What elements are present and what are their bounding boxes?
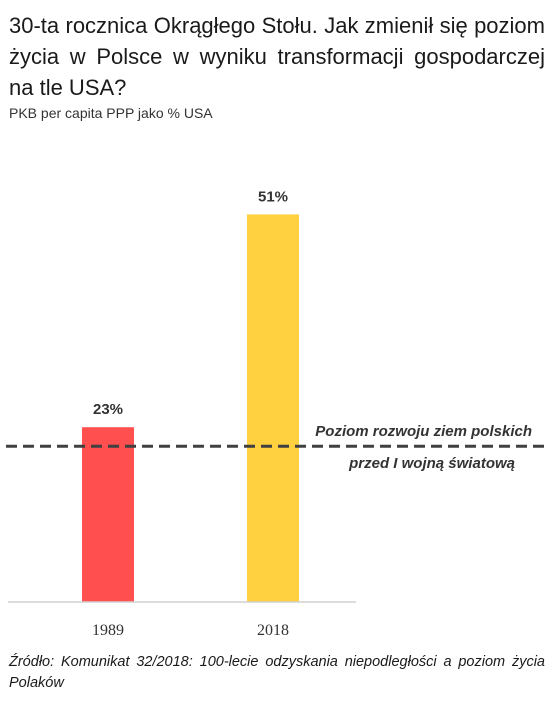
value-label-2018: 51% — [258, 188, 288, 205]
tick-label-2018: 2018 — [257, 622, 289, 639]
bar-value-labels: 23% 51% — [93, 188, 288, 418]
chart-title: 30-ta rocznica Okrągłego Stołu. Jak zmie… — [9, 13, 545, 100]
bar-1989 — [82, 427, 134, 602]
reference-label-line-2: przed I wojną światową — [348, 455, 515, 472]
reference-line-group: Poziom rozwoju ziem polskich przed I wojn… — [6, 423, 548, 472]
bar-2018 — [247, 214, 299, 602]
x-tick-labels: 1989 2018 — [92, 622, 289, 639]
source-note: Źródło: Komunikat 32/2018: 100-lecie odz… — [9, 654, 545, 691]
chart-subtitle: PKB per capita PPP jako % USA — [9, 105, 213, 121]
reference-label-line-1: Poziom rozwoju ziem polskich — [315, 423, 532, 440]
bars-group — [82, 214, 299, 602]
tick-label-1989: 1989 — [92, 622, 124, 639]
value-label-1989: 23% — [93, 401, 123, 418]
